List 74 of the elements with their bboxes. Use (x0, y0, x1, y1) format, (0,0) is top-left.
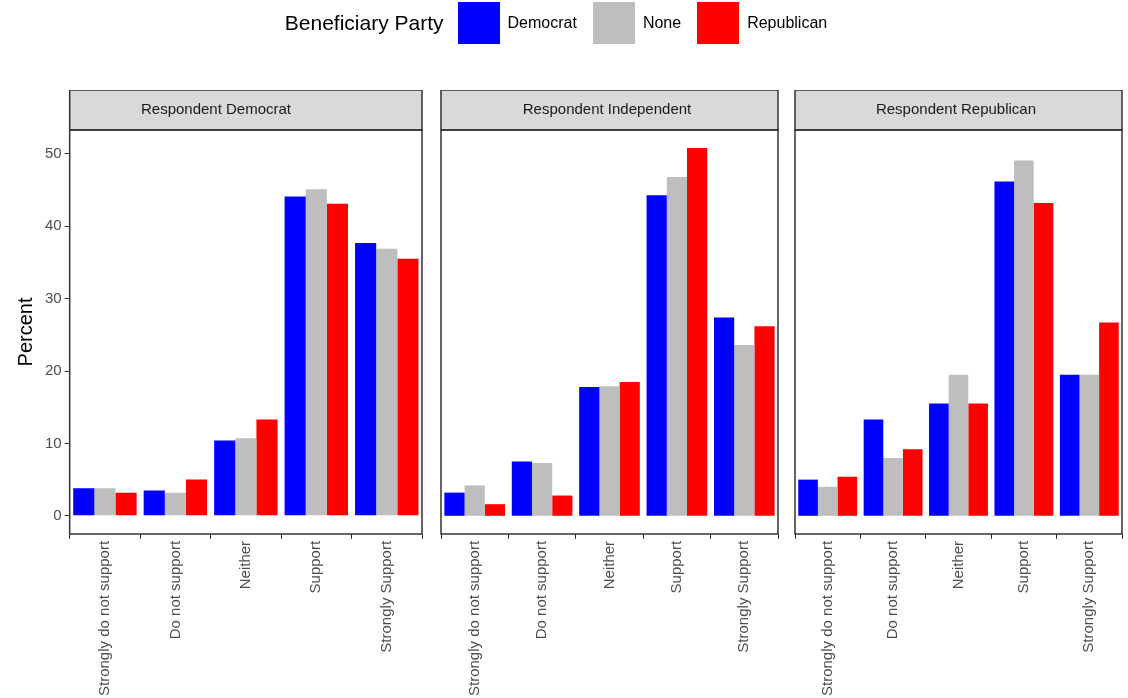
bar (687, 148, 708, 516)
bar (464, 485, 485, 516)
bar (1099, 322, 1119, 516)
bar (531, 462, 553, 516)
x-tick-label: Neither (235, 540, 253, 590)
bar (256, 419, 278, 516)
bar (326, 203, 349, 516)
bar (929, 403, 949, 516)
bar (1014, 160, 1034, 516)
x-tick-label: Support (306, 540, 324, 594)
bar (599, 386, 620, 516)
bar (883, 457, 903, 516)
bar (837, 476, 858, 516)
bar (994, 181, 1015, 516)
legend-title: Beneficiary Party (284, 11, 444, 35)
chart-title: Respondent Republican (875, 100, 1037, 118)
bar (1033, 203, 1054, 516)
chart-title: Respondent Democrat (140, 100, 292, 118)
bar (948, 374, 969, 516)
y-tick-label: 50 (45, 144, 62, 162)
bar (444, 492, 465, 516)
bar (305, 189, 327, 516)
bar (552, 495, 573, 516)
bar (284, 196, 306, 516)
y-tick-label: 30 (45, 288, 62, 306)
bar (1059, 374, 1080, 516)
x-tick-label: Do not support (532, 540, 550, 640)
bar (94, 488, 116, 516)
bar (73, 488, 95, 516)
x-tick-label: Support (1014, 540, 1032, 594)
bar (646, 195, 667, 516)
bar (185, 479, 208, 516)
bar (355, 242, 377, 516)
text: Republican (747, 14, 828, 32)
bar (968, 403, 988, 516)
x-tick-label: Support (667, 540, 685, 594)
bar (484, 504, 506, 516)
x-tick-label: Strongly do not support (95, 540, 113, 697)
x-tick-label: Strongly Support (734, 540, 752, 653)
y-axis-title: Percent (13, 297, 36, 367)
bar (619, 381, 640, 516)
x-tick-label: Do not support (883, 540, 901, 640)
bar (713, 317, 735, 516)
bar (214, 440, 236, 516)
bar (115, 492, 137, 516)
bar (143, 490, 165, 516)
bar (902, 449, 923, 516)
x-tick-label: Neither (948, 540, 966, 590)
x-tick-label: Strongly do not support (817, 540, 835, 697)
y-tick-label: 40 (45, 216, 62, 234)
bar (734, 344, 755, 516)
bar (235, 438, 257, 516)
y-tick-label: 10 (45, 433, 62, 451)
y-tick-label: 20 (45, 361, 62, 379)
chart-title: Respondent Independent (522, 100, 693, 118)
bar (666, 177, 688, 516)
x-tick-label: Strongly Support (376, 540, 394, 653)
bar (579, 386, 600, 516)
bar (1079, 374, 1100, 516)
bar (511, 461, 532, 516)
text: None (642, 14, 682, 32)
bar (863, 419, 884, 516)
x-tick-label: Strongly Support (1079, 540, 1097, 653)
bar (798, 479, 818, 516)
bar (164, 492, 186, 516)
bar (376, 248, 398, 516)
y-tick-label: 0 (53, 505, 62, 523)
x-tick-label: Strongly do not support (464, 540, 482, 697)
x-tick-label: Neither (599, 540, 617, 590)
bar (754, 326, 775, 516)
bar (817, 486, 838, 516)
x-tick-label: Do not support (165, 540, 183, 640)
text: Democrat (507, 14, 577, 32)
bar (397, 258, 419, 516)
